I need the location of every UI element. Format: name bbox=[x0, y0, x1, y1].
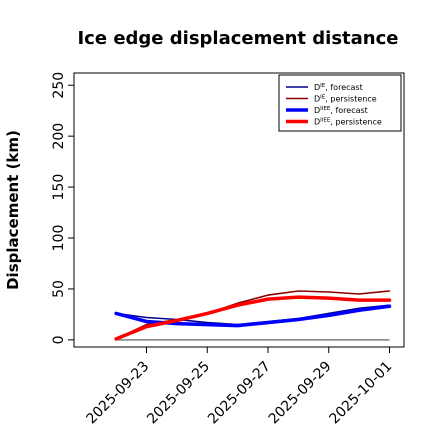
x-axis: 2025-09-232025-09-252025-09-272025-09-29… bbox=[83, 347, 395, 427]
legend-entry: DIIEE, persistence bbox=[314, 118, 382, 127]
y-tick-label: 150 bbox=[51, 174, 67, 201]
y-axis: 0 50 100 150 200 250 bbox=[51, 72, 74, 344]
x-tick-label: 2025-09-23 bbox=[83, 359, 152, 428]
y-tick-label: 100 bbox=[51, 225, 67, 252]
legend-entry: DIE, persistence bbox=[314, 95, 377, 104]
series-layer bbox=[114, 290, 392, 341]
y-tick-label: 50 bbox=[51, 280, 67, 298]
x-tick-label: 2025-09-29 bbox=[266, 359, 335, 428]
legend: DIE, forecast DIE, persistence DIIEE, fore… bbox=[278, 74, 402, 132]
legend-entry: DIIEE, forecast bbox=[314, 106, 368, 115]
series-line bbox=[114, 295, 392, 341]
y-tick-label: 250 bbox=[51, 72, 67, 99]
plot-area bbox=[73, 72, 405, 348]
y-axis-label: Displacement (km) bbox=[4, 130, 22, 290]
y-tick-label: 200 bbox=[51, 123, 67, 150]
x-tick-label: 2025-09-27 bbox=[205, 359, 274, 428]
y-tick-label: 0 bbox=[51, 335, 67, 344]
chart-title: Ice edge displacement distance bbox=[77, 28, 398, 49]
legend-entry: DIE, forecast bbox=[314, 83, 363, 92]
x-tick-label: 2025-09-25 bbox=[144, 359, 213, 428]
x-tick-label: 2025-10-01 bbox=[326, 359, 395, 428]
